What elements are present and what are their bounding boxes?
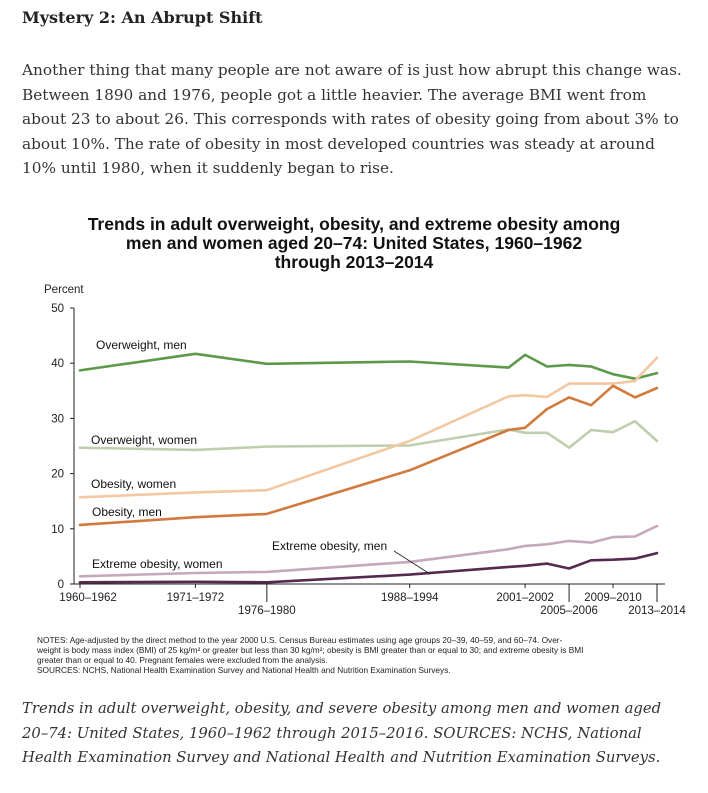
chart-note-line: NOTES: Age-adjusted by the direct method… [37,635,563,645]
figure-caption: Trends in adult overweight, obesity, and… [22,700,662,766]
x-tick-label: 2005–2006 [540,605,598,617]
y-tick-label: 10 [51,524,64,536]
chart-note-line: SOURCES: NCHS, National Health Examinati… [37,665,451,675]
chart-title-line: through 2013–2014 [275,252,434,272]
x-tick-label: 1976–1980 [238,605,296,617]
label-leader-line [393,550,431,575]
chart-title: Trends in adult overweight, obesity, and… [88,214,621,272]
x-tick-label: 1971–1972 [167,592,225,604]
body-paragraph: Another thing that many people are not a… [22,61,682,177]
series-labels: Overweight, men Overweight, women Obesity,… [91,338,431,575]
series-label: Obesity, women [91,477,176,491]
x-tick-label: 1988–1994 [381,592,439,604]
x-tick-label: 2013–2014 [628,605,686,617]
chart-note-line: greater than or equal to 40. Pregnant fe… [37,655,328,665]
series-line-5 [78,524,659,578]
series-label: Obesity, men [92,505,162,519]
series-label: Overweight, men [96,338,187,352]
obesity-trends-chart: Trends in adult overweight, obesity, and… [36,214,686,675]
y-tick-label: 30 [51,413,64,425]
x-tick-label: 2001–2002 [496,592,554,604]
y-tick-label: 40 [51,358,64,370]
series-line-6 [78,551,659,584]
chart-series [78,352,659,584]
y-tick-label: 0 [58,579,64,591]
series-line-1 [78,352,659,380]
chart-notes: NOTES: Age-adjusted by the direct method… [36,635,583,675]
y-tick-label: 50 [51,303,64,315]
y-axis-label: Percent [44,284,84,296]
series-label: Extreme obesity, men [272,539,387,553]
series-line-2 [78,419,659,452]
section-heading: Mystery 2: An Abrupt Shift [22,8,263,27]
chart-axes: Percent 0 10 20 30 40 50 1960–1962 1971–1972 1976… [44,284,686,617]
chart-title-line: men and women aged 20–74: United States,… [126,233,582,253]
series-line-4 [78,384,659,527]
x-tick-label: 1960–1962 [59,592,117,604]
series-label: Extreme obesity, women [92,557,223,571]
series-label: Overweight, women [91,433,197,447]
chart-note-line: weight is body mass index (BMI) of 25 kg… [36,645,583,655]
x-tick-label: 2009–2010 [584,592,642,604]
y-tick-label: 20 [51,469,64,481]
series-line-3 [78,356,659,499]
chart-figure: Trends in adult overweight, obesity, and… [0,205,708,695]
chart-title-line: Trends in adult overweight, obesity, and… [88,214,621,234]
